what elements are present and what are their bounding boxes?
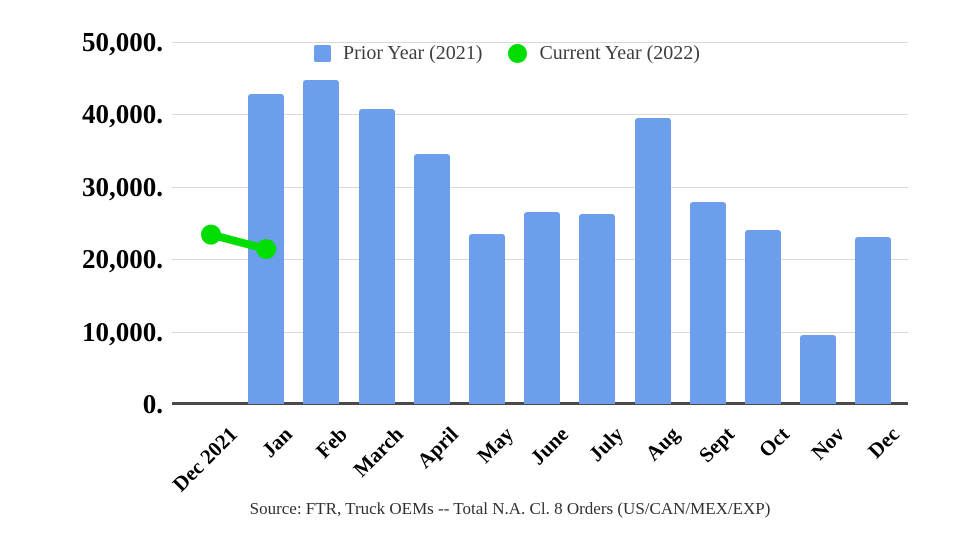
bar-july xyxy=(579,213,616,404)
y-tick-label: 0. xyxy=(142,389,163,419)
y-tick-label: 20,000. xyxy=(82,244,163,275)
y-tick-label: 10,000. xyxy=(82,316,163,347)
gridline xyxy=(172,114,908,116)
x-tick-label-nov: Nov xyxy=(806,422,850,465)
gridline xyxy=(172,42,908,43)
bar-dec xyxy=(855,236,892,404)
legend-item-prior-year: Prior Year (2021) xyxy=(314,42,482,65)
legend-item-current-year: Current Year (2022) xyxy=(508,42,700,65)
y-tick-label: 40,000. xyxy=(82,99,163,130)
bar-april xyxy=(413,153,450,404)
x-tick-label-dec-2021: Dec 2021 xyxy=(167,422,242,497)
gridline xyxy=(172,186,908,188)
current-year-point-dec-2021 xyxy=(201,224,221,245)
x-tick-label-aug: Aug xyxy=(640,422,684,466)
source-caption: Source: FTR, Truck OEMs -- Total N.A. Cl… xyxy=(249,499,771,518)
current-year-point-jan xyxy=(256,239,277,260)
bar-feb xyxy=(303,80,340,404)
x-tick-label-feb: Feb xyxy=(311,422,353,463)
bar-oct xyxy=(745,229,781,404)
x-tick-label-sept: Sept xyxy=(693,422,739,468)
current-year-series xyxy=(201,224,277,260)
y-axis: 50,000. 40,000. 30,000. 20,000. 10,000. 0. xyxy=(0,0,163,460)
bar-sept xyxy=(689,202,726,404)
x-tick-label-jan: Jan xyxy=(257,422,298,463)
bar-may xyxy=(469,233,505,404)
prior-year-legend-label: Prior Year (2021) xyxy=(343,42,483,64)
x-tick-label-may: May xyxy=(472,422,518,468)
x-tick-label-july: July xyxy=(584,422,629,467)
y-tick-label: 30,000. xyxy=(82,171,163,202)
current-year-legend-label: Current Year (2022) xyxy=(539,42,700,64)
prior-year-swatch-icon xyxy=(314,45,331,62)
x-tick-label-june: June xyxy=(525,422,574,470)
bar-nov xyxy=(800,335,837,404)
y-tick-label: 50,000. xyxy=(82,27,163,57)
x-tick-label-march: March xyxy=(347,422,408,482)
x-tick-label-oct: Oct xyxy=(753,422,794,463)
bar-march xyxy=(358,109,395,404)
x-tick-label-april: April xyxy=(411,422,463,473)
plot-area xyxy=(172,42,908,405)
current-year-dot-icon xyxy=(508,44,528,63)
x-tick-label-dec: Dec xyxy=(863,422,905,463)
bar-june xyxy=(524,212,561,404)
chart-legend: Prior Year (2021) Current Year (2022) xyxy=(314,42,700,65)
bar-aug xyxy=(634,118,671,404)
